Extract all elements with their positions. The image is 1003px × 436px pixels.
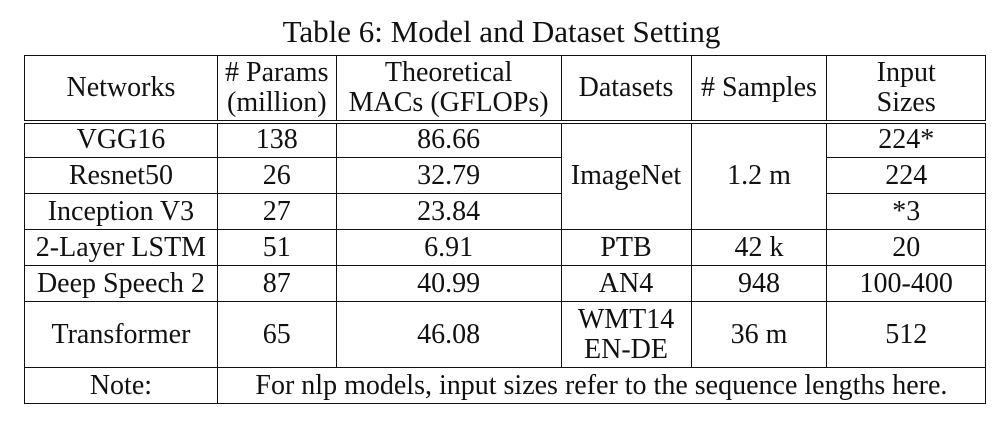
- cell-params: 27: [216, 193, 337, 230]
- header-samples: # Samples: [690, 55, 828, 122]
- cell-network: VGG16: [24, 119, 218, 158]
- table-row: Transformer 65 46.08 WMT14 EN-DE 36 m 51…: [24, 301, 986, 368]
- cell-samples: 36 m: [690, 301, 828, 368]
- cell-dataset: WMT14 EN-DE: [560, 301, 692, 368]
- cell-input: *3: [826, 193, 986, 230]
- cell-network: Deep Speech 2: [24, 265, 218, 302]
- model-dataset-table: Networks # Params (million) Theoretical …: [24, 55, 987, 404]
- table-row: Inception V3 27 23.84 *3: [24, 193, 986, 230]
- cell-input: 224*: [826, 119, 986, 158]
- header-macs-line1: Theoretical: [384, 56, 513, 88]
- cell-network: Transformer: [24, 301, 218, 368]
- note-label: Note:: [24, 367, 218, 404]
- cell-macs: 40.99: [335, 265, 562, 302]
- cell-samples-imagenet: 1.2 m: [690, 119, 828, 230]
- cell-dataset: AN4: [560, 265, 692, 302]
- cell-macs: 6.91: [335, 229, 562, 266]
- header-params: # Params (million): [216, 55, 337, 122]
- cell-dataset: PTB: [560, 229, 692, 266]
- header-params-line2: (million): [227, 86, 327, 118]
- cell-network: 2-Layer LSTM: [24, 229, 218, 266]
- table-row: 2-Layer LSTM 51 6.91 PTB 42 k 20: [24, 229, 986, 266]
- header-input-line1: Input: [876, 56, 936, 88]
- cell-macs: 23.84: [335, 193, 562, 230]
- cell-params: 65: [216, 301, 337, 368]
- table-row: VGG16 138 86.66 ImageNet 1.2 m 224*: [24, 119, 986, 230]
- header-input-sizes: Input Sizes: [826, 55, 986, 122]
- cell-input: 100-400: [826, 265, 986, 302]
- cell-dataset-line1: WMT14: [577, 303, 675, 335]
- header-input-line2: Sizes: [876, 86, 936, 118]
- header-datasets: Datasets: [560, 55, 692, 122]
- header-macs: Theoretical MACs (GFLOPs): [335, 55, 562, 122]
- cell-params: 138: [216, 119, 337, 158]
- cell-macs: 86.66: [335, 119, 562, 158]
- cell-params: 26: [216, 157, 337, 194]
- cell-macs: 46.08: [335, 301, 562, 368]
- cell-dataset-line2: EN-DE: [584, 333, 669, 365]
- cell-input: 20: [826, 229, 986, 266]
- table-row: Deep Speech 2 87 40.99 AN4 948 100-400: [24, 265, 986, 302]
- cell-params: 51: [216, 229, 337, 266]
- table-header-row: Networks # Params (million) Theoretical …: [24, 55, 986, 122]
- cell-macs: 32.79: [335, 157, 562, 194]
- note-row: Note: For nlp models, input sizes refer …: [24, 367, 987, 404]
- cell-params: 87: [216, 265, 337, 302]
- table-caption: Table 6: Model and Dataset Setting: [282, 14, 721, 49]
- cell-network: Resnet50: [24, 157, 218, 194]
- cell-input: 512: [826, 301, 986, 368]
- cell-network: Inception V3: [24, 193, 218, 230]
- cell-samples: 948: [690, 265, 828, 302]
- note-text: For nlp models, input sizes refer to the…: [216, 367, 987, 404]
- cell-input: 224: [826, 157, 986, 194]
- header-macs-line2: MACs (GFLOPs): [348, 86, 549, 118]
- header-params-line1: # Params: [225, 56, 329, 88]
- cell-dataset-imagenet: ImageNet: [560, 119, 692, 230]
- header-networks: Networks: [24, 55, 218, 122]
- table-row: Resnet50 26 32.79 224: [24, 157, 986, 194]
- cell-samples: 42 k: [690, 229, 828, 266]
